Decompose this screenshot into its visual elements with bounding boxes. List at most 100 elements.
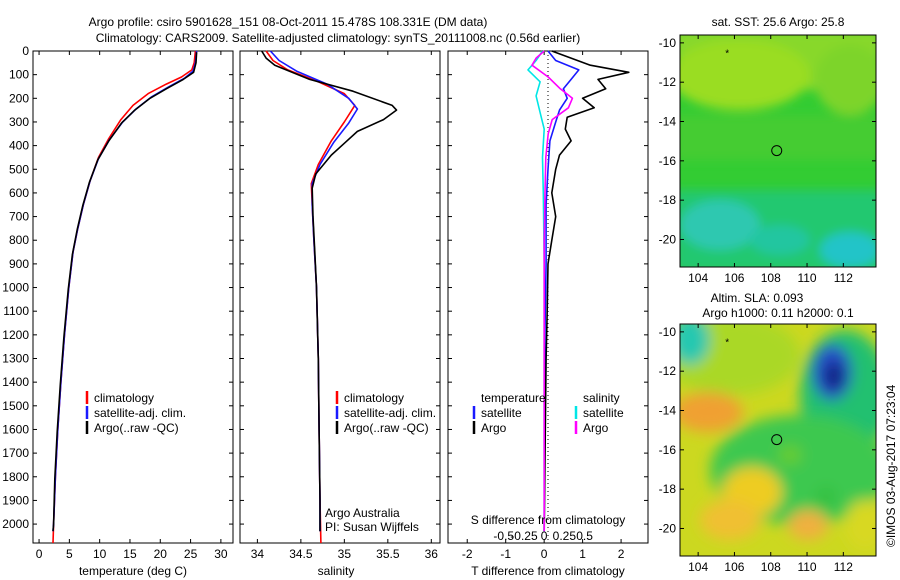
x-tick-label: 25 [184,547,198,561]
depth-tick-label: 500 [9,162,29,176]
sst-cool-patch [680,200,760,250]
salinity-panel: 34 34.5 35 35.5 36 salinity climatology sate… [239,50,441,578]
map-x-tick-label: 112 [834,560,853,574]
x-tick-label: 20 [154,547,168,561]
x-tick-label: 35.5 [376,547,400,561]
sla-yellow-region [845,500,876,550]
depth-tick-label: 1500 [2,399,29,413]
legend-satellite-label: satellite-adj. clim. [344,406,436,420]
sla-high-region [680,392,743,432]
difference-panel: -2 -1 0 1 2 -0.5-0.25 0 0.25 0.5 S difference f… [447,50,649,578]
series-line [261,50,398,532]
salinity-axes-frame [239,50,441,544]
x-tick-label: 0 [36,547,43,561]
temperature-axis-ticks: 0 5 10 15 20 25 30 [36,51,228,561]
sla-green-region [680,324,800,395]
map-y-tick-label: -16 [659,154,677,168]
depth-tick-label: 300 [9,115,29,129]
map-x-tick-label: 106 [724,271,744,285]
map-x-tick-label: 108 [761,271,781,285]
sla-green-spot [816,487,836,507]
sst-cool-patch [750,225,810,255]
sla-high-region [700,500,760,540]
sla-map-title-1: Altim. SLA: 0.093 [711,291,804,305]
x-tick-label: 2 [618,547,625,561]
depth-tick-label: 1700 [2,446,29,460]
difference-legend: temperature satellite Argo salinity sate… [472,391,624,435]
x-tick-label: 1 [579,547,586,561]
depth-tick-label: 1000 [2,281,29,295]
series-line [527,50,546,532]
temperature-panel: 0100200300400500600700800900100011001200… [2,44,234,578]
map-x-tick-label: 110 [797,560,816,574]
depth-tick-label: 100 [9,68,29,82]
sla-field [680,324,876,556]
t-difference-label: T difference from climatology [471,564,625,578]
map-y-tick-label: -18 [659,193,677,207]
t-difference-axis-ticks: -2 -1 0 1 2 [462,51,625,561]
map-x-tick-label: 108 [761,560,781,574]
map-y-tick-label: -16 [659,443,677,457]
x-tick-label: 5 [66,547,73,561]
sla-cyan-region [680,324,710,365]
depth-tick-label: 0 [22,44,29,58]
series-line [265,50,356,544]
depth-tick-label: 1300 [2,352,29,366]
map-y-tick-label: -20 [659,232,677,246]
map-y-tick-label: -10 [659,36,677,50]
series-line [531,50,574,532]
map-y-tick-label: -14 [659,115,677,129]
salinity-xlabel: salinity [318,564,355,578]
depth-tick-label: 200 [9,91,29,105]
depth-tick-label: 800 [9,233,29,247]
x-tick-label: 10 [93,547,107,561]
s-tick-label: 0.5 [576,529,593,543]
argo-australia-label: Argo Australia [325,506,400,520]
x-tick-label: -1 [500,547,511,561]
sst-map-ticks: 104 106 108 110 112 -10 -12 -14 -16 -18 -20 [659,35,876,285]
x-tick-label: -2 [462,547,473,561]
depth-tick-label: 2000 [2,517,29,531]
sla-green-spot [778,445,802,465]
temperature-legend: climatology satellite-adj. clim. Argo(..… [85,391,186,435]
profile-location-marker [771,434,783,446]
sst-warm-patch [680,40,810,110]
profile-location-marker [771,145,783,157]
map-y-tick-label: -10 [659,325,677,339]
series-line [52,50,197,544]
salinity-legend: climatology satellite-adj. clim. Argo(..… [335,391,436,435]
sla-map-ticks: 104 106 108 110 112 -10 -12 -14 -16 -18 -20 [659,324,876,574]
legend-argo-label: Argo(..raw -QC) [344,421,429,435]
x-tick-label: 15 [123,547,137,561]
depth-tick-label: 1800 [2,470,29,484]
depth-tick-label: 1400 [2,375,29,389]
depth-tick-label: 900 [9,257,29,271]
map-y-tick-label: -18 [659,482,677,496]
sst-map-frame [679,34,877,268]
s-difference-label: S difference from climatology [471,513,626,527]
map-x-tick-label: 110 [797,271,816,285]
imos-credit: ©IMOS 03-Aug-2017 07:23:04 [884,384,898,547]
sla-map-title-2: Argo h1000: 0.11 h2000: 0.1 [702,306,854,320]
salinity-profile-lines [261,50,398,544]
sla-map-frame [679,323,877,557]
legend-s-argo-label: Argo [583,421,609,435]
depth-tick-label: 1100 [3,304,29,318]
map-x-tick-label: 104 [688,271,708,285]
map-y-tick-label: -12 [659,364,677,378]
depth-tick-label: 600 [9,186,29,200]
sla-low-core [824,361,844,391]
salinity-axis-ticks: 34 34.5 35 35.5 36 [251,51,438,561]
sst-warm-patch [815,45,876,115]
x-tick-label: 34.5 [289,547,313,561]
depth-tick-label: 1900 [2,493,29,507]
sst-map-panel: sat. SST: 25.6 Argo: 25.8 104 106 108 110 11… [659,15,877,285]
s-difference-axis-ticks: -0.5-0.25 0 0.25 0.5 [493,529,593,543]
map-x-tick-label: 104 [688,560,708,574]
legend-temperature-heading: temperature [481,391,546,405]
legend-argo-label: Argo(..raw -QC) [94,421,179,435]
x-tick-label: 35 [338,547,352,561]
legend-t-argo-label: Argo [481,421,507,435]
title-line-1: Argo profile: csiro 5901628_151 08-Oct-2… [89,15,488,29]
